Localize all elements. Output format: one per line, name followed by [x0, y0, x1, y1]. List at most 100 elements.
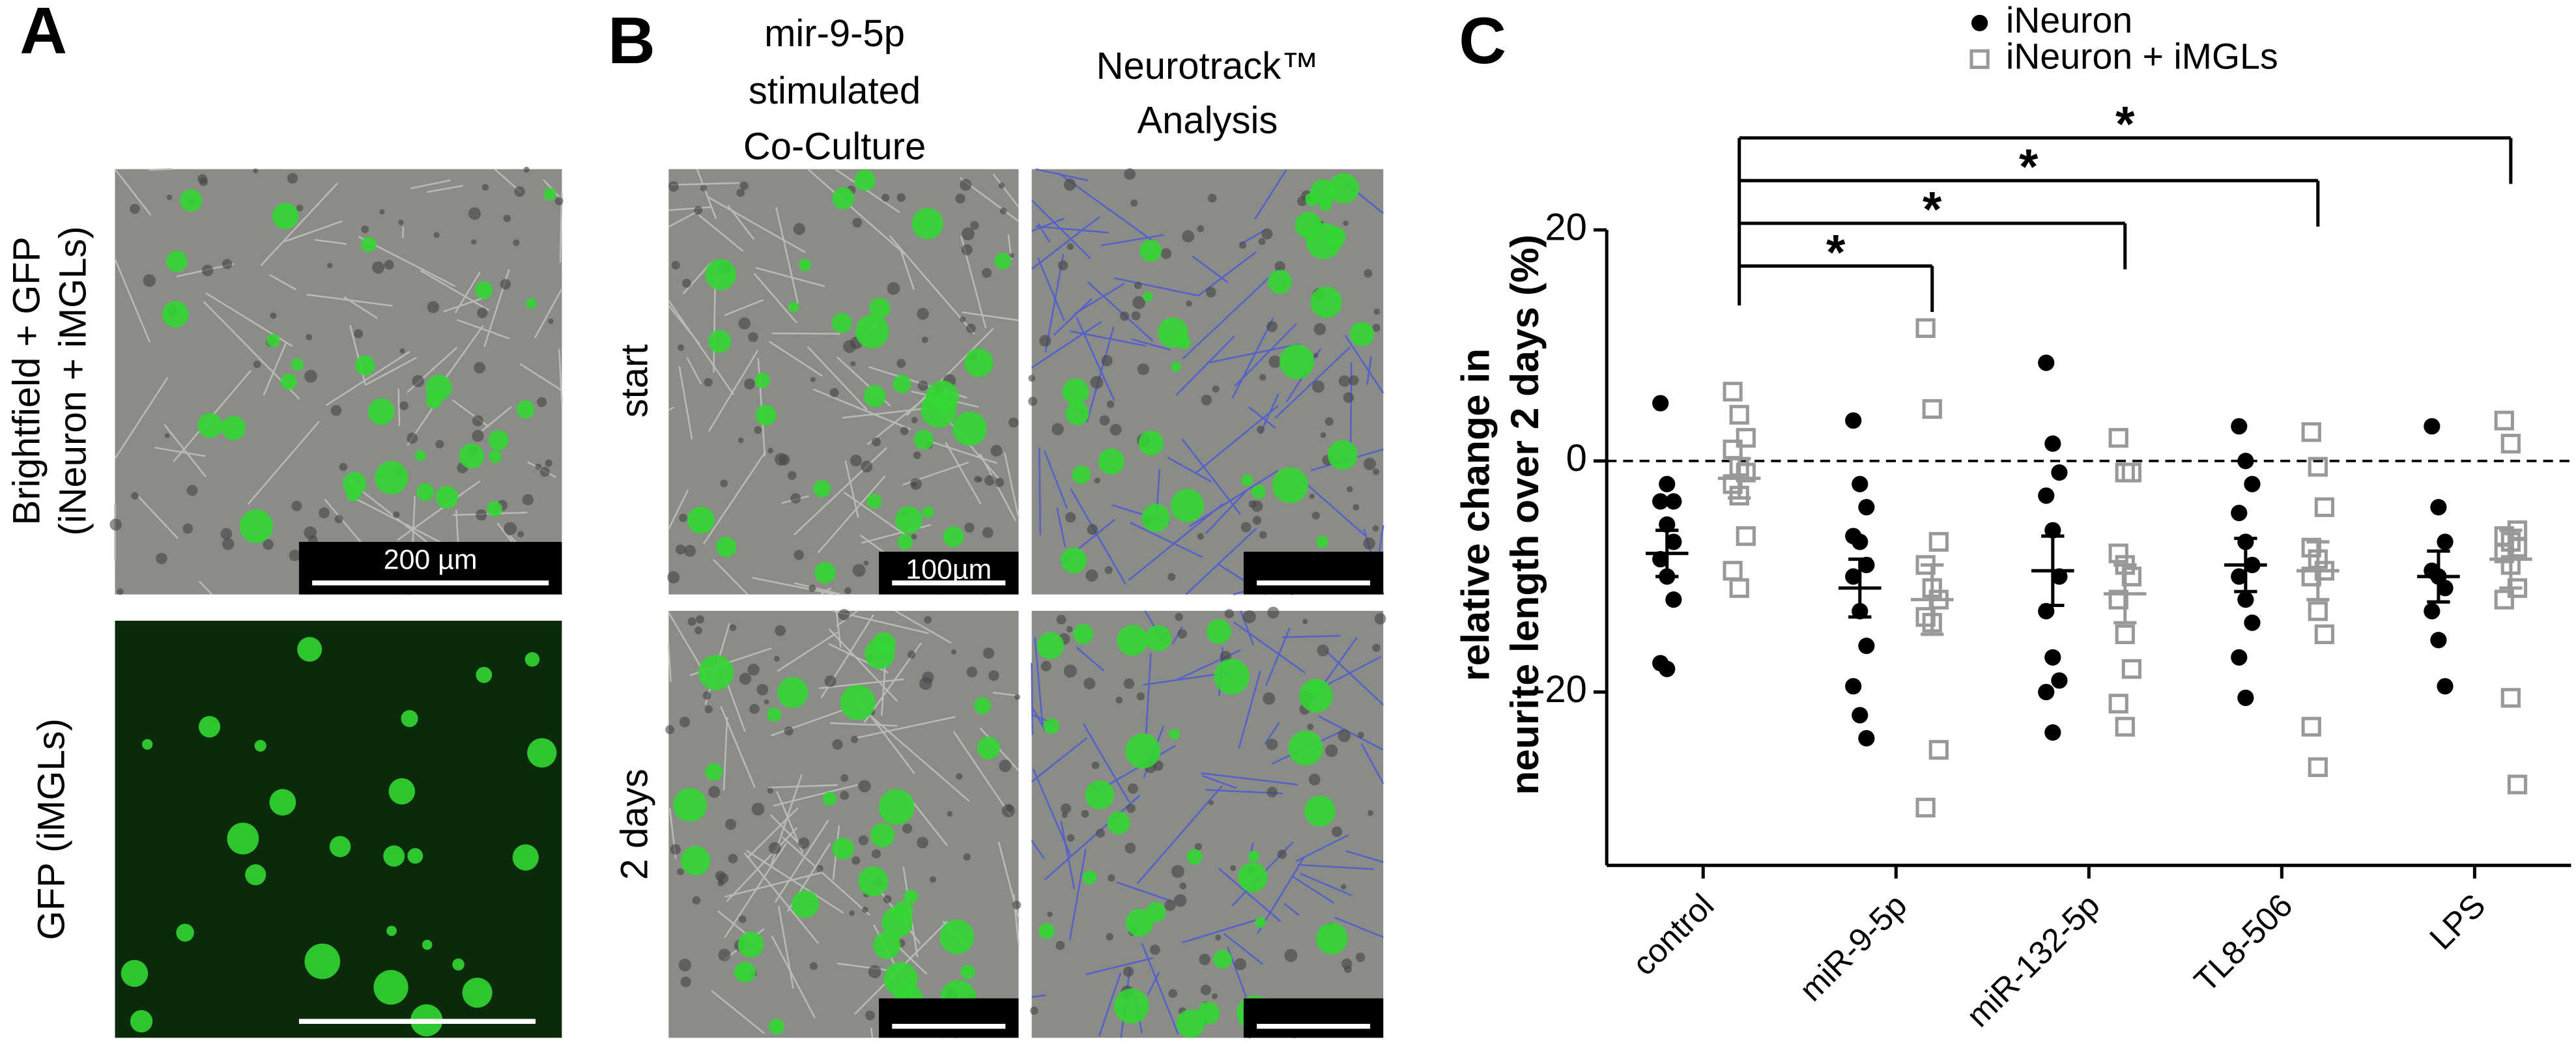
- cell: [1274, 261, 1285, 272]
- cell: [1123, 966, 1134, 977]
- y-axis-title: relative change in: [1453, 348, 1497, 681]
- neurite: [343, 296, 378, 319]
- cell: [1242, 610, 1256, 623]
- cell: [1136, 692, 1145, 701]
- neurite: [835, 168, 900, 214]
- gfp-cell: [1062, 378, 1089, 405]
- cell: [1367, 810, 1373, 816]
- gfp-cell: [897, 534, 913, 550]
- data-point: [2231, 649, 2248, 666]
- cell: [384, 260, 394, 270]
- data-point: [1665, 533, 1682, 550]
- cell: [1238, 241, 1246, 249]
- data-point: [2314, 624, 2335, 644]
- neurite: [1233, 621, 1306, 674]
- cell: [700, 184, 708, 191]
- neurite: [794, 447, 887, 535]
- gfp-cell: [869, 298, 891, 319]
- cell: [182, 523, 193, 534]
- neurite: [771, 935, 816, 1019]
- gfp-cell: [1065, 401, 1089, 425]
- neurite: [198, 580, 213, 595]
- cell: [1373, 308, 1381, 315]
- x-tick-label: control: [1625, 886, 1721, 982]
- cell: [1363, 537, 1375, 550]
- neurite: [777, 905, 794, 989]
- cell: [468, 207, 481, 220]
- data-point: [2314, 497, 2335, 517]
- cell: [852, 856, 861, 865]
- cell: [1263, 692, 1276, 705]
- cell: [1014, 694, 1020, 700]
- data-point: [2500, 434, 2521, 454]
- gfp-cell: [1141, 503, 1170, 532]
- neurite: [1053, 298, 1093, 336]
- gfp-cell: [345, 487, 361, 502]
- gfp-cell: [407, 848, 423, 864]
- gfp-cell: [388, 778, 416, 805]
- gfp-cell: [142, 739, 153, 750]
- cell: [1134, 281, 1142, 290]
- gfp-cell: [814, 562, 836, 584]
- cell: [824, 675, 837, 687]
- neurite: [154, 446, 206, 457]
- cell: [868, 965, 881, 978]
- data-point: [1858, 729, 1875, 747]
- cell: [794, 550, 804, 560]
- gfp-cell: [266, 333, 280, 347]
- cell: [751, 802, 765, 816]
- gfp-cell: [526, 298, 537, 309]
- cell: [738, 915, 747, 924]
- cell: [917, 380, 928, 391]
- neurite: [1366, 356, 1372, 386]
- cell: [1150, 944, 1160, 955]
- cell: [739, 181, 749, 190]
- cell: [270, 312, 277, 319]
- cell: [1137, 363, 1149, 375]
- gfp-cell: [873, 931, 901, 959]
- cell: [1266, 739, 1278, 750]
- gfp-cell: [383, 845, 405, 867]
- gfp-cell: [1213, 950, 1232, 969]
- cell: [1347, 486, 1353, 492]
- gfp-cell: [291, 358, 304, 371]
- gfp-cell: [221, 416, 246, 440]
- cell: [961, 227, 975, 240]
- gfp-cell: [1288, 731, 1323, 766]
- cell: [1065, 512, 1076, 523]
- cell: [1209, 800, 1214, 806]
- cell: [1057, 260, 1068, 271]
- cell: [961, 244, 973, 255]
- data-point: [2237, 453, 2254, 470]
- cell: [838, 609, 850, 621]
- gfp-cell: [487, 501, 502, 517]
- gfp-cell: [375, 460, 408, 494]
- cell: [929, 876, 936, 883]
- neurite: [1238, 671, 1261, 749]
- cell: [678, 958, 692, 972]
- neurite: [1234, 323, 1297, 388]
- cell: [850, 455, 862, 467]
- cell: [865, 1010, 875, 1021]
- cell: [1160, 248, 1172, 259]
- cell: [832, 739, 843, 750]
- gfp-cell: [1139, 240, 1162, 262]
- cell: [1344, 965, 1352, 974]
- significance-label: *: [1826, 225, 1846, 280]
- data-point: [2301, 716, 2321, 737]
- cell: [481, 184, 489, 191]
- cell: [1123, 678, 1135, 689]
- gfp-cell: [870, 823, 895, 847]
- cell: [1364, 457, 1376, 470]
- data-point: [1736, 526, 1756, 546]
- neurite: [1038, 447, 1042, 535]
- neurite: [519, 363, 563, 391]
- gfp-cell: [304, 943, 341, 980]
- gfp-cell: [1138, 431, 1164, 456]
- cell: [665, 725, 675, 735]
- data-point: [2044, 522, 2061, 539]
- neurite: [285, 220, 343, 242]
- data-point: [2301, 422, 2321, 442]
- neurite: [713, 276, 717, 373]
- neurite: [1070, 488, 1126, 585]
